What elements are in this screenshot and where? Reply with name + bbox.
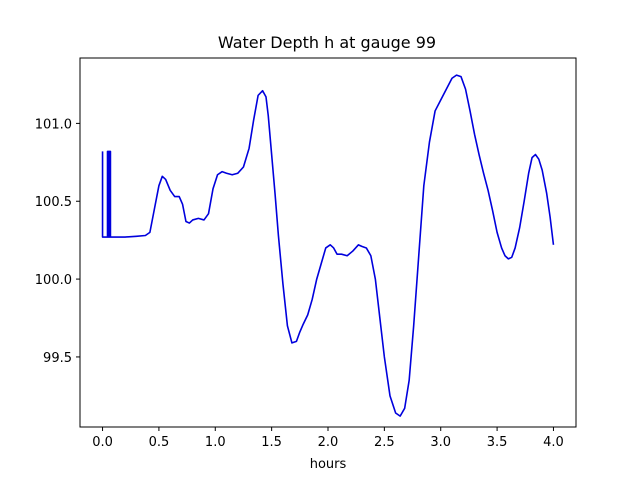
series-line-0 [101, 74, 555, 417]
y-tick-label: 100.5 [35, 195, 72, 210]
y-tick-label: 101.0 [35, 117, 72, 132]
x-tick-label: 4.0 [543, 435, 564, 450]
plot-area [79, 57, 577, 428]
plot-frame [79, 57, 577, 428]
y-tick-label: 100.0 [35, 273, 72, 288]
chart-title: Water Depth h at gauge 99 [218, 33, 436, 52]
x-tick-label: 3.0 [430, 435, 451, 450]
x-tick-label: 1.0 [205, 435, 226, 450]
x-tick-label: 2.0 [318, 435, 339, 450]
x-tick-label: 0.5 [149, 435, 170, 450]
y-tick-label: 99.5 [43, 351, 72, 366]
y-axis: 99.5 100.0 100.5 101.0 [35, 117, 80, 366]
x-axis-label: hours [310, 457, 347, 472]
x-tick-label: 0.0 [92, 435, 113, 450]
x-tick-label: 3.5 [487, 435, 508, 450]
x-tick-label: 1.5 [261, 435, 282, 450]
x-tick-label: 2.5 [374, 435, 395, 450]
series-layer [101, 74, 555, 417]
x-axis: 0.0 0.5 1.0 1.5 2.0 2.5 3.0 3.5 4.0 [92, 427, 564, 450]
